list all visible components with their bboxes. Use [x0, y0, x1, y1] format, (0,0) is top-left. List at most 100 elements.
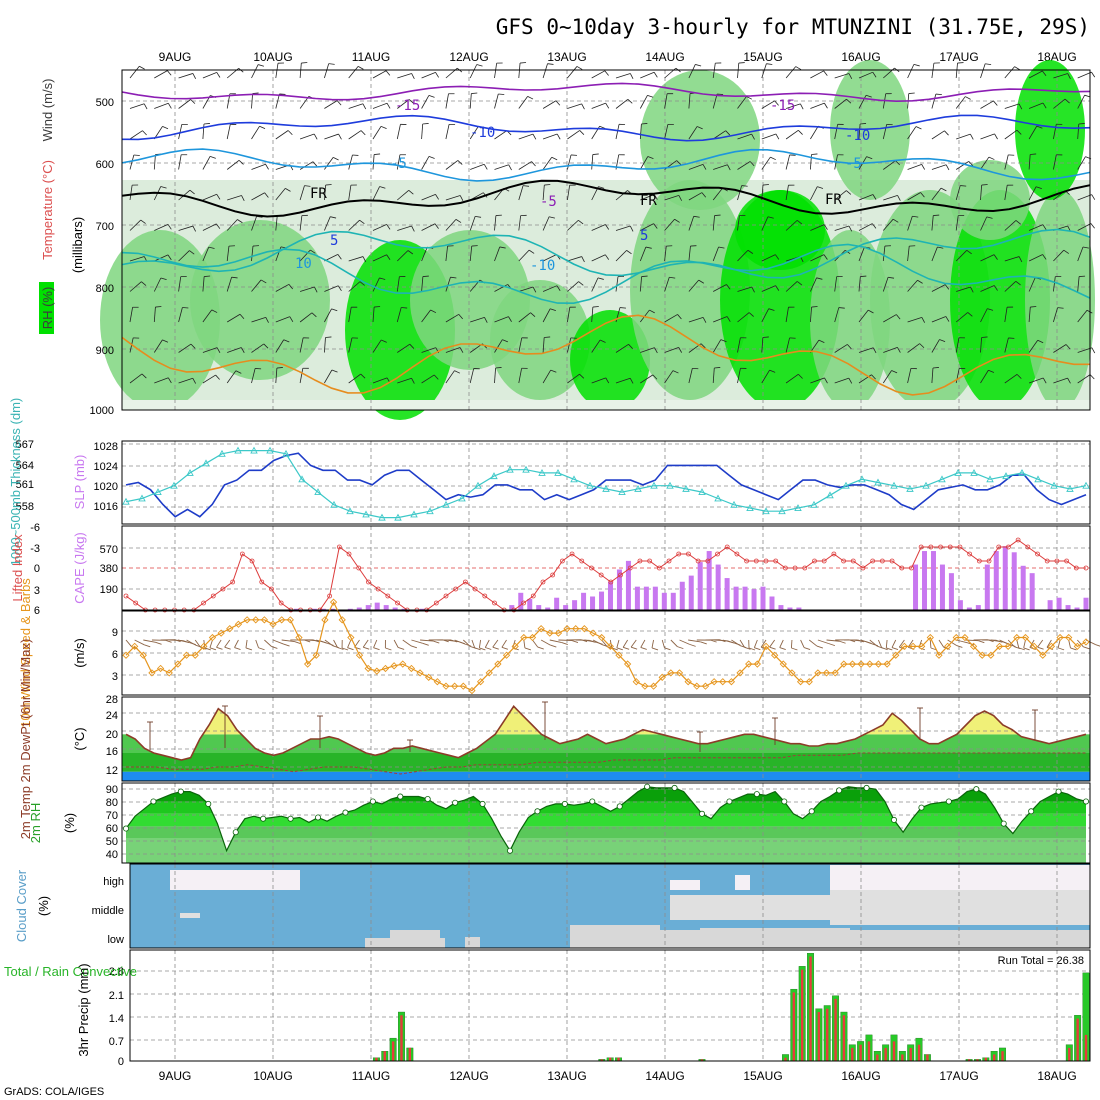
upper-barb — [956, 133, 971, 140]
upper-barb — [955, 63, 958, 79]
upper-barb — [980, 133, 995, 140]
chart-title: GFS 0~10day 3-hourly for MTUNZINI (31.75… — [496, 15, 1090, 39]
upper-barb — [226, 124, 231, 140]
top-date-5: 14AUG — [645, 50, 684, 64]
upper-barb — [178, 276, 182, 292]
wind10m-label: 10m Wind Speed & Barbs — [18, 578, 33, 728]
wind-barb — [808, 639, 818, 647]
wind-speed-point — [615, 651, 623, 659]
upper-barb — [494, 284, 508, 292]
upper-barb — [640, 223, 654, 231]
upper-barb-flag — [408, 99, 414, 104]
upper-barb-flag — [846, 190, 852, 195]
cape-bar — [975, 605, 981, 610]
cape-bar — [625, 560, 631, 610]
upper-barb-flag — [738, 62, 745, 64]
wind-speed-point — [745, 660, 753, 668]
upper-barb-flag — [457, 160, 463, 165]
upper-barb — [737, 96, 747, 109]
cloud-low-5 — [700, 928, 850, 940]
cape-bar — [948, 573, 954, 610]
thickness-point — [266, 446, 274, 454]
upper-barb — [542, 216, 550, 231]
upper-barb — [567, 185, 571, 201]
contour-label-13: FR — [640, 193, 657, 209]
rh-blob-14 — [1015, 60, 1085, 200]
precip-conv-bar — [859, 1044, 862, 1061]
bottom-date-8: 17AUG — [939, 1069, 978, 1083]
wind-barb — [134, 639, 145, 646]
wind-barb-flag — [710, 639, 717, 643]
upper-barb-flag — [1091, 71, 1096, 78]
wind-speed-point — [926, 633, 934, 642]
rh-point — [726, 798, 733, 805]
upper-barb-flag — [409, 343, 415, 349]
upper-barb — [567, 337, 572, 353]
upper-barb — [567, 103, 582, 109]
cape-bar — [527, 598, 533, 610]
upper-barb-flag — [770, 156, 776, 161]
upper-barb-flag — [592, 153, 599, 155]
wind-barb — [549, 639, 562, 644]
upper-barb — [153, 307, 156, 323]
upper-barb-flag — [895, 160, 901, 166]
wind-barb-flag — [294, 641, 301, 645]
upper-barb — [299, 133, 315, 140]
upper-barb-flag — [401, 307, 408, 309]
thickness-point — [1050, 481, 1058, 489]
wind-barb — [679, 639, 690, 645]
upper-barb — [810, 186, 818, 201]
upper-barb — [275, 93, 280, 109]
rh-tick-50: 50 — [106, 836, 118, 848]
li-point — [133, 600, 139, 606]
cloud-high-0 — [170, 870, 300, 890]
upper-barb-flag — [331, 369, 338, 373]
upper-barb — [737, 286, 752, 292]
upper-barb-flag — [532, 286, 537, 293]
upper-barb — [955, 368, 960, 384]
upper-barb-flag — [1067, 73, 1071, 80]
wind10m-plot — [122, 598, 1100, 695]
upper-barb — [1028, 254, 1043, 262]
upper-barb-flag — [817, 186, 824, 189]
upper-barb-flag — [252, 92, 259, 94]
upper-barb — [1028, 277, 1036, 292]
upper-barb — [1053, 154, 1057, 170]
wind-speed-point — [347, 633, 355, 642]
upper-barb — [834, 344, 848, 353]
wind-barb-flag — [165, 639, 172, 643]
upper-barb — [202, 247, 210, 262]
wind-speed-point — [1013, 633, 1021, 642]
upper-barb — [542, 337, 545, 353]
upper-barb-flag — [1042, 224, 1047, 230]
upper-barb — [372, 186, 380, 201]
wind-speed-point — [148, 669, 156, 677]
bottom-date-4: 13AUG — [547, 1069, 586, 1083]
rh-tick-90: 90 — [106, 784, 118, 796]
precip-conv-bar — [1076, 1018, 1079, 1061]
li-point — [802, 565, 808, 571]
upper-barb — [785, 281, 798, 292]
upper-barb — [129, 256, 145, 262]
upper-barb — [1028, 307, 1031, 323]
wind10m-frame — [121, 610, 1091, 696]
rh-band-5 — [126, 786, 1086, 790]
temp2m-unit: (°C) — [72, 727, 87, 750]
rh-band-4 — [126, 789, 1086, 802]
upper-barb-flag — [362, 256, 367, 263]
wind-barb — [540, 639, 551, 646]
upper-barb-flag — [304, 185, 311, 187]
cape-bar — [993, 551, 999, 610]
wind-barb — [1046, 639, 1052, 648]
contour-label-3: FR — [310, 186, 327, 202]
upper-barb — [226, 246, 230, 262]
precip-conv-bar — [700, 1059, 704, 1061]
upper-barb-flag — [798, 130, 803, 135]
wind-barb — [860, 639, 873, 645]
upper-barb-flag — [945, 316, 950, 322]
thickness-tick-1: 564 — [16, 460, 34, 472]
upper-barb — [372, 154, 375, 170]
cloud-low-1 — [390, 930, 440, 948]
li-point — [1006, 544, 1011, 550]
thickness-point — [698, 488, 706, 496]
